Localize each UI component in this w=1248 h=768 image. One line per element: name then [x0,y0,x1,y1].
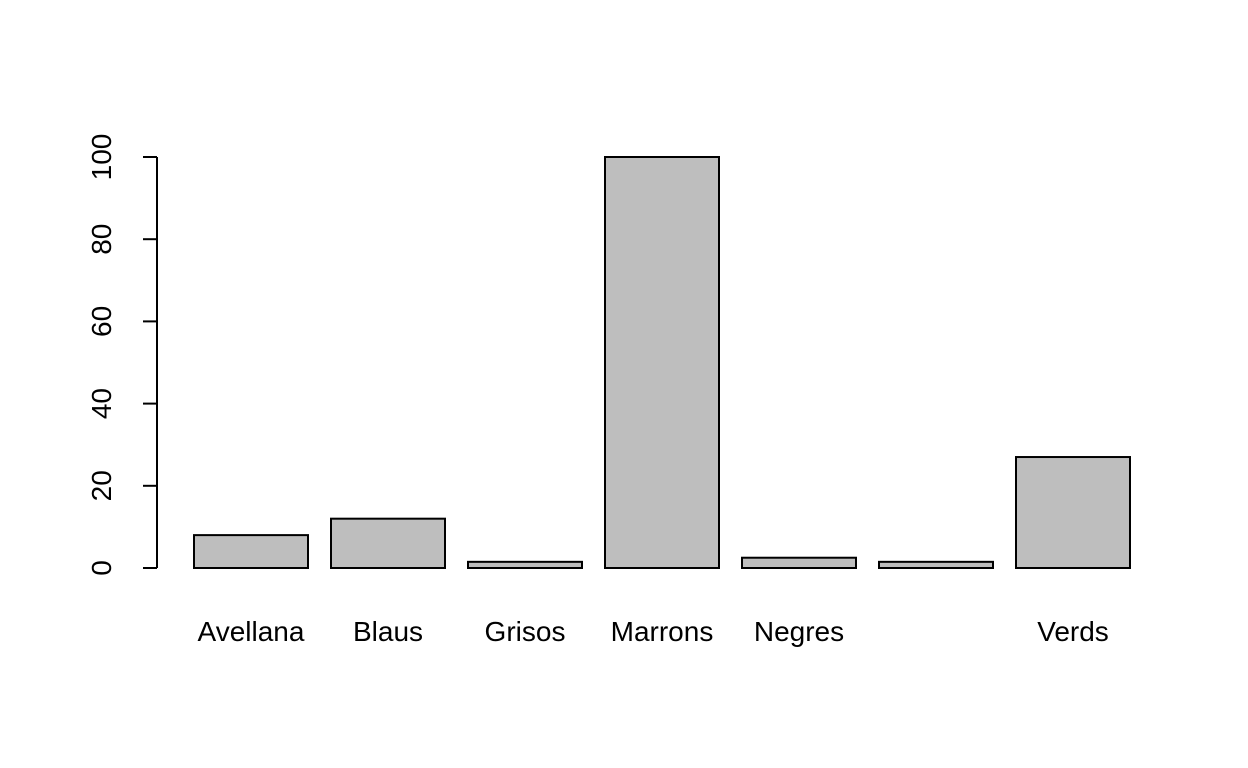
category-label: Marrons [611,616,714,647]
y-tick-label: 80 [86,224,117,255]
bar [741,556,857,569]
y-axis: 0 20 40 60 80 100 [86,134,158,576]
category-label: Avellana [198,616,305,647]
category-label: Verds [1037,616,1109,647]
y-tick-label: 20 [86,470,117,501]
bar [1015,456,1131,569]
bar [878,560,994,570]
y-tick-label: 100 [86,134,117,181]
category-label: Blaus [353,616,423,647]
bar [193,534,309,569]
category-label: Negres [754,616,844,647]
y-tick-label: 60 [86,306,117,337]
x-axis-labels: Avellana Blaus Grisos Marrons Negres Verds [198,616,1109,647]
category-label: Grisos [485,616,566,647]
y-tick-label: 0 [86,560,117,576]
y-tick-label: 40 [86,388,117,419]
bar [467,560,583,570]
bar [330,517,446,569]
bar [604,156,720,569]
bars-group [193,156,1131,570]
